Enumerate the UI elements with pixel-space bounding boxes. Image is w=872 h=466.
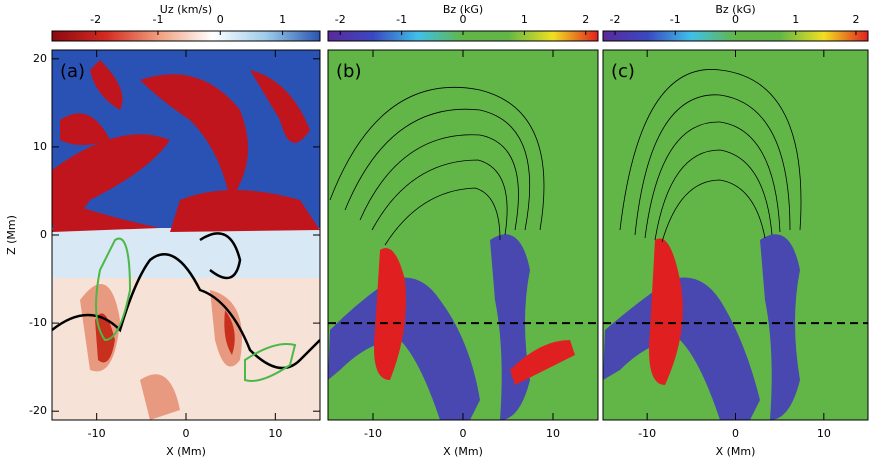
x-tick-label: -10 [88,427,106,440]
colorbar-tick-label: -1 [396,13,407,26]
panel-b-image [328,50,598,420]
colorbar-tick-label: 0 [217,13,224,26]
panel-a-image [52,50,320,420]
y-tick-label: 20 [33,52,47,65]
x-axis-label: X (Mm) [166,445,206,458]
x-tick-label: -10 [638,427,656,440]
colorbar-tick-label: -1 [152,13,163,26]
panel-label: (b) [336,61,361,82]
colorbar-tick-label: 2 [852,13,859,26]
colorbar-tick-label: 0 [732,13,739,26]
colorbar-tick-label: 1 [521,13,528,26]
x-tick-label: 10 [546,427,560,440]
y-tick-label: 10 [33,140,47,153]
colorbar [51,30,321,42]
colorbar-tick-label: 2 [582,13,589,26]
colorbar-title: Uz (km/s) [160,3,212,16]
colorbar-tick-label: -1 [670,13,681,26]
y-axis-label: Z (Mm) [5,215,18,255]
colorbar-tick-label: -2 [90,13,101,26]
panel-label: (c) [611,61,635,82]
colorbar-tick-label: -2 [335,13,346,26]
x-axis-label: X (Mm) [716,445,756,458]
y-tick-label: -20 [29,404,47,417]
panel-label: (a) [60,61,85,82]
colorbar-tick-label: 0 [460,13,467,26]
x-tick-label: 0 [460,427,467,440]
colorbar-title: Bz (kG) [715,3,755,16]
x-tick-label: 0 [732,427,739,440]
panel-c-image [603,50,868,420]
colorbar-tick-label: 1 [279,13,286,26]
x-tick-label: 10 [268,427,282,440]
y-tick-label: 0 [40,228,47,241]
y-tick-label: -10 [29,316,47,329]
x-tick-label: 0 [183,427,190,440]
colorbar-tick-label: 1 [792,13,799,26]
x-tick-label: -10 [364,427,382,440]
x-axis-label: X (Mm) [443,445,483,458]
colorbar-tick-label: -2 [610,13,621,26]
colorbar-title: Bz (kG) [443,3,483,16]
x-tick-label: 10 [817,427,831,440]
